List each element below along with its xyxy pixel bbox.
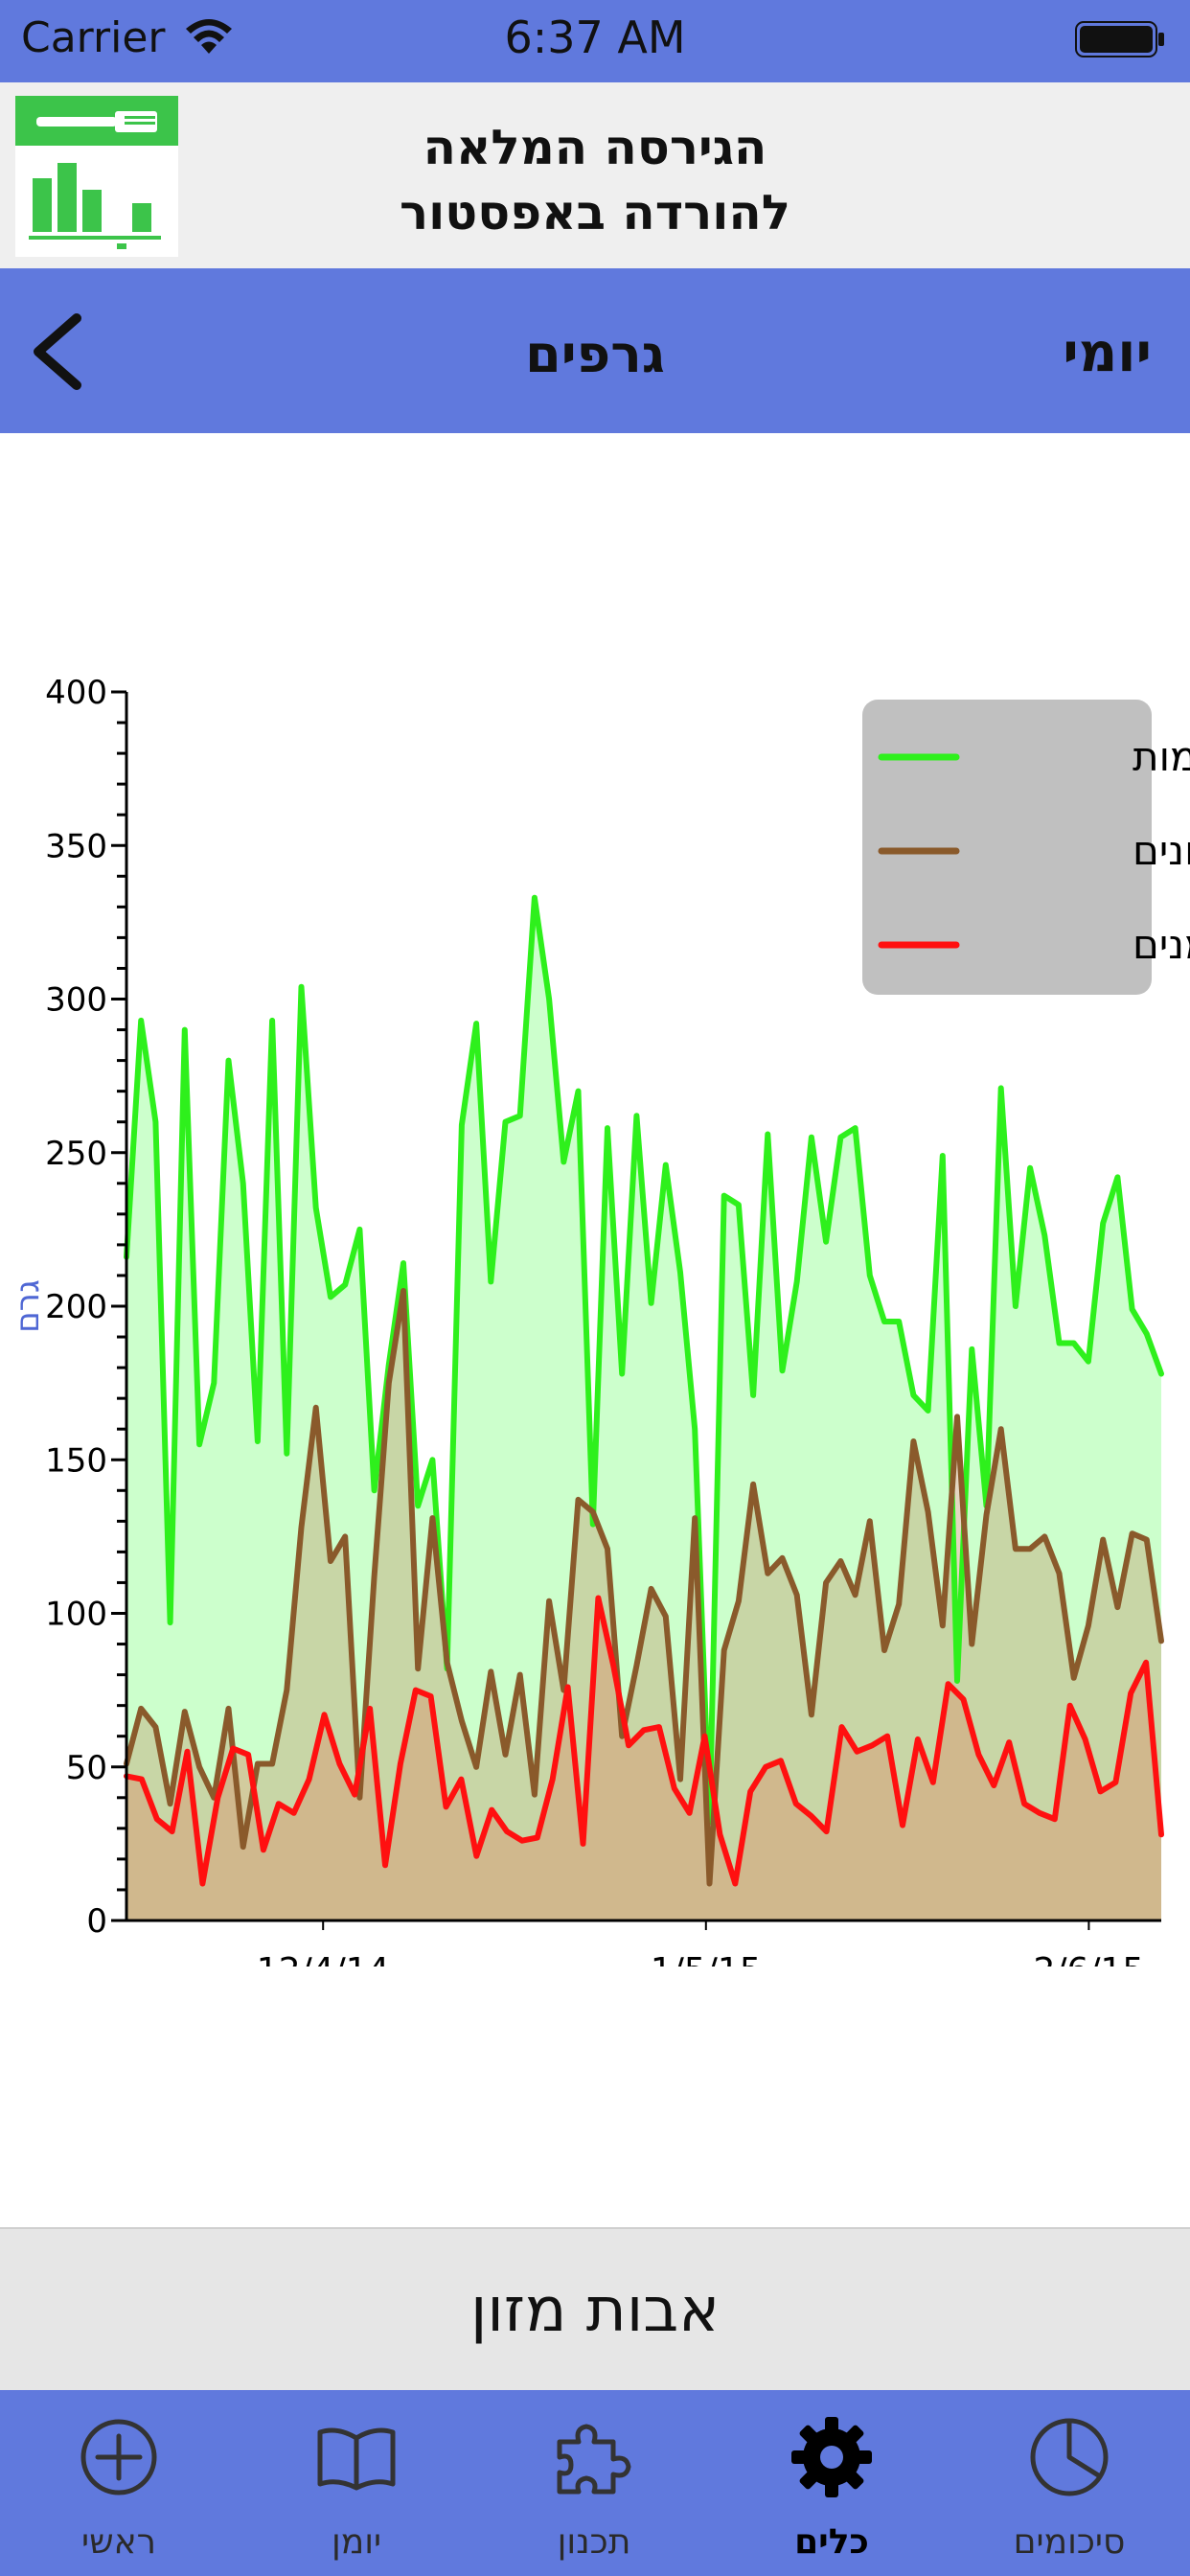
chart-legend bbox=[862, 700, 1152, 995]
legend-label: פחממות bbox=[1133, 733, 1190, 780]
tab-main[interactable]: ראשי bbox=[0, 2390, 238, 2576]
y-axis-label: גרם bbox=[9, 1279, 47, 1333]
status-time: 6:37 AM bbox=[504, 12, 686, 63]
app-logo-icon bbox=[15, 96, 178, 257]
tab-label: ראשי bbox=[81, 2522, 156, 2562]
navigation-bar: גרפים יומי bbox=[0, 268, 1190, 433]
series-line bbox=[124, 894, 1164, 1826]
series-area bbox=[126, 897, 1161, 1921]
banner-line-2: להורדה באפסטור bbox=[399, 185, 790, 241]
banner-text: הגירסה המלאה להורדה באפסטור bbox=[0, 115, 1190, 245]
y-tick-label: 0 bbox=[86, 1902, 107, 1941]
y-tick-label: 150 bbox=[45, 1441, 107, 1480]
open-book-icon bbox=[317, 2427, 396, 2491]
y-tick-label: 100 bbox=[45, 1596, 107, 1634]
tab-label: כלים bbox=[794, 2522, 869, 2562]
tab-summaries[interactable]: סיכומים bbox=[950, 2390, 1188, 2576]
pie-chart-icon bbox=[1030, 2418, 1109, 2496]
battery-icon bbox=[1075, 21, 1165, 58]
status-bar: Carrier 6:37 AM bbox=[0, 0, 1190, 82]
y-tick-label: 50 bbox=[66, 1749, 107, 1787]
legend-label: חלבונים bbox=[1133, 827, 1190, 874]
tab-bar: ראשי יומן תכנון כ bbox=[0, 2390, 1190, 2576]
y-tick-label: 250 bbox=[45, 1135, 107, 1173]
series-area bbox=[126, 1598, 1161, 1920]
page-title: גרפים bbox=[525, 324, 665, 384]
x-tick-label: 12/4/14 bbox=[257, 1951, 390, 1966]
banner-line-1: הגירסה המלאה bbox=[423, 120, 767, 175]
y-tick-label: 300 bbox=[45, 981, 107, 1020]
tab-label: סיכומים bbox=[1013, 2522, 1126, 2562]
nutrition-chart: 0 50 100 150 200 250 300 350 400 גרם 12/4/14 1/5/15… bbox=[9, 674, 1190, 1966]
tab-label: תכנון bbox=[557, 2522, 631, 2562]
wifi-icon bbox=[184, 17, 234, 59]
x-tick-label: 2/6/15 bbox=[1033, 1951, 1144, 1966]
y-tick-label: 400 bbox=[45, 674, 107, 712]
tab-planning[interactable]: תכנון bbox=[475, 2390, 713, 2576]
period-mode-button[interactable]: יומי bbox=[1063, 322, 1152, 384]
chevron-left-icon bbox=[34, 313, 81, 390]
y-tick-label: 200 bbox=[45, 1288, 107, 1326]
x-tick-label: 1/5/15 bbox=[651, 1951, 762, 1966]
y-tick-label: 350 bbox=[45, 827, 107, 865]
food-groups-button[interactable]: אבות מזון bbox=[0, 2227, 1190, 2394]
tab-diary[interactable]: יומן bbox=[238, 2390, 475, 2576]
back-button[interactable] bbox=[21, 309, 98, 395]
carrier-label: Carrier bbox=[21, 13, 166, 62]
series-line bbox=[124, 1595, 1164, 1887]
series-line bbox=[124, 1288, 1164, 1887]
gear-icon bbox=[791, 2417, 872, 2497]
upgrade-banner[interactable]: הגירסה המלאה להורדה באפסטור bbox=[0, 82, 1190, 269]
plus-circle-icon bbox=[80, 2419, 157, 2496]
tab-label: יומן bbox=[331, 2522, 382, 2562]
puzzle-icon bbox=[557, 2424, 631, 2495]
legend-label: שומנים bbox=[1133, 921, 1190, 968]
tab-tools[interactable]: כלים bbox=[713, 2390, 950, 2576]
